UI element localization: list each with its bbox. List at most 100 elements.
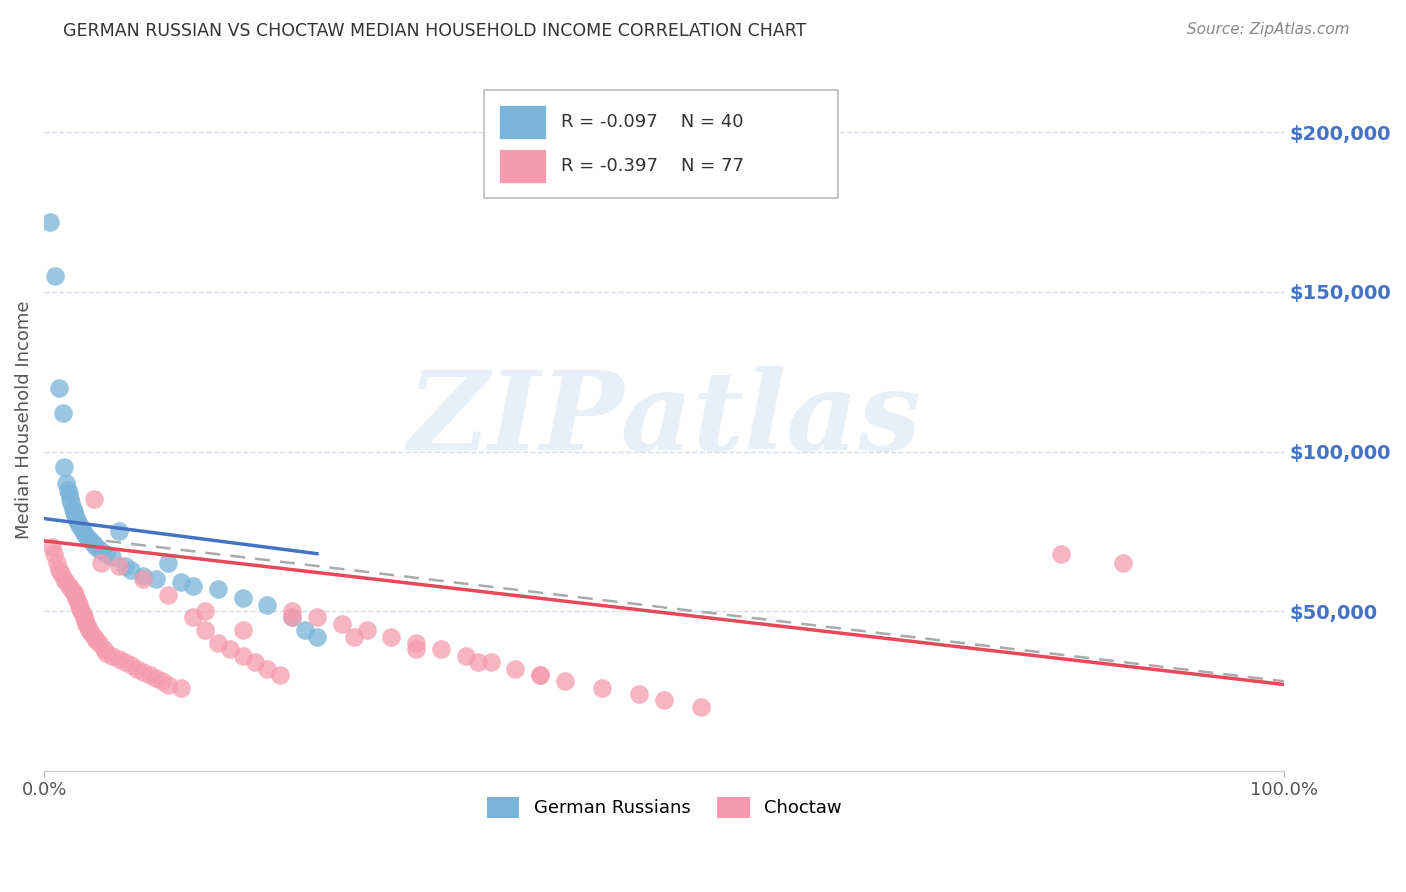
Point — [58, 578, 80, 592]
Point — [145, 671, 167, 685]
Point — [529, 668, 551, 682]
Text: Source: ZipAtlas.com: Source: ZipAtlas.com — [1187, 22, 1350, 37]
Point — [232, 591, 254, 606]
Point — [52, 572, 75, 586]
Point — [39, 215, 62, 229]
Point — [554, 674, 576, 689]
Point — [194, 624, 217, 638]
Point — [145, 572, 167, 586]
Point — [93, 642, 115, 657]
Point — [48, 381, 70, 395]
Point — [55, 476, 77, 491]
Point — [48, 563, 70, 577]
Point — [63, 508, 86, 523]
Point — [405, 642, 427, 657]
Point — [690, 699, 713, 714]
Point — [65, 591, 87, 606]
Point — [42, 547, 65, 561]
Point — [65, 511, 87, 525]
Point — [343, 630, 366, 644]
Point — [41, 541, 63, 555]
Point — [232, 624, 254, 638]
Point — [45, 556, 67, 570]
Point — [84, 541, 107, 555]
Point — [83, 492, 105, 507]
Point — [305, 630, 328, 644]
Point — [44, 268, 66, 283]
Point — [652, 693, 675, 707]
Point — [94, 646, 117, 660]
Point — [101, 648, 124, 663]
Point — [107, 559, 129, 574]
Bar — [499, 105, 547, 139]
Point — [52, 460, 75, 475]
Point — [83, 630, 105, 644]
Point — [60, 582, 83, 596]
Point — [76, 620, 98, 634]
Legend: German Russians, Choctaw: German Russians, Choctaw — [479, 789, 849, 825]
Point — [58, 486, 80, 500]
Point — [89, 543, 111, 558]
Text: R = -0.397    N = 77: R = -0.397 N = 77 — [561, 157, 744, 175]
Point — [169, 575, 191, 590]
Point — [628, 687, 651, 701]
Point — [281, 604, 304, 618]
Point — [157, 677, 180, 691]
Point — [63, 505, 86, 519]
Point — [67, 598, 90, 612]
Point — [454, 648, 477, 663]
Point — [101, 549, 124, 564]
Point — [269, 668, 291, 682]
Point — [87, 636, 110, 650]
Point — [63, 585, 86, 599]
Point — [107, 524, 129, 539]
Point — [66, 515, 89, 529]
Point — [380, 630, 402, 644]
Point — [83, 537, 105, 551]
Point — [305, 610, 328, 624]
Point — [181, 610, 204, 624]
Point — [157, 556, 180, 570]
Point — [72, 524, 94, 539]
Point — [77, 624, 100, 638]
Point — [94, 547, 117, 561]
Point — [67, 517, 90, 532]
Point — [529, 668, 551, 682]
Bar — [499, 149, 547, 183]
Point — [55, 575, 77, 590]
Point — [66, 594, 89, 608]
Text: ZIPatlas: ZIPatlas — [408, 366, 921, 474]
Point — [405, 636, 427, 650]
Point — [181, 578, 204, 592]
Point — [62, 502, 84, 516]
Point — [1050, 547, 1073, 561]
Point — [256, 662, 278, 676]
Point — [150, 674, 173, 689]
Point — [76, 531, 98, 545]
Point — [51, 566, 73, 580]
Point — [467, 655, 489, 669]
Point — [72, 607, 94, 622]
Point — [207, 636, 229, 650]
Point — [127, 662, 149, 676]
Point — [59, 492, 82, 507]
Point — [479, 655, 502, 669]
Point — [60, 495, 83, 509]
FancyBboxPatch shape — [485, 89, 838, 198]
Point — [256, 598, 278, 612]
Point — [114, 655, 136, 669]
Text: R = -0.097    N = 40: R = -0.097 N = 40 — [561, 113, 744, 131]
Point — [70, 604, 93, 618]
Point — [84, 632, 107, 647]
Point — [1112, 556, 1135, 570]
Point — [356, 624, 378, 638]
Point — [120, 658, 142, 673]
Point — [505, 662, 527, 676]
Point — [56, 483, 79, 497]
Point — [63, 588, 86, 602]
Point — [80, 626, 103, 640]
Point — [157, 588, 180, 602]
Point — [281, 610, 304, 624]
Point — [73, 527, 96, 541]
Y-axis label: Median Household Income: Median Household Income — [15, 301, 32, 539]
